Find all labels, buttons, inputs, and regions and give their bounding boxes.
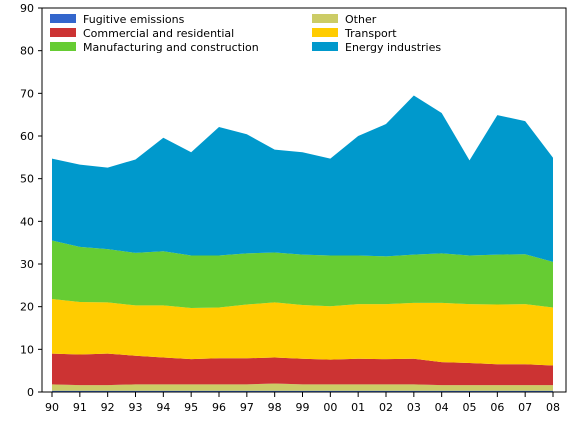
y-tick-label: 90 bbox=[20, 2, 34, 15]
legend-label-transport: Transport bbox=[344, 27, 397, 40]
area-transport bbox=[52, 298, 553, 366]
y-tick-label: 10 bbox=[20, 343, 34, 356]
legend-swatch-other bbox=[312, 14, 338, 23]
y-tick-label: 70 bbox=[20, 87, 34, 100]
x-tick-label: 93 bbox=[129, 401, 143, 414]
y-tick-label: 60 bbox=[20, 130, 34, 143]
legend-label-other: Other bbox=[345, 13, 377, 26]
legend-swatch-energy-industries bbox=[312, 42, 338, 51]
legend-swatch-commercial-and-residential bbox=[50, 28, 76, 37]
y-tick-label: 50 bbox=[20, 173, 34, 186]
area-other bbox=[52, 383, 553, 391]
x-tick-label: 05 bbox=[463, 401, 477, 414]
legend-label-manufacturing-and-construction: Manufacturing and construction bbox=[83, 41, 259, 54]
x-tick-label: 03 bbox=[407, 401, 421, 414]
x-tick-label: 01 bbox=[351, 401, 365, 414]
stacked-areas bbox=[52, 95, 553, 392]
legend-swatch-fugitive-emissions bbox=[50, 14, 76, 23]
area-energy-industries bbox=[52, 95, 553, 262]
legend-label-energy-industries: Energy industries bbox=[345, 41, 441, 54]
x-tick-label: 98 bbox=[268, 401, 282, 414]
x-tick-label: 04 bbox=[435, 401, 449, 414]
x-tick-label: 07 bbox=[518, 401, 532, 414]
x-tick-label: 97 bbox=[240, 401, 254, 414]
x-tick-label: 06 bbox=[490, 401, 504, 414]
x-tick-label: 92 bbox=[101, 401, 115, 414]
legend-swatch-transport bbox=[312, 28, 338, 37]
legend-label-fugitive-emissions: Fugitive emissions bbox=[83, 13, 185, 26]
x-tick-label: 99 bbox=[296, 401, 310, 414]
x-tick-label: 95 bbox=[184, 401, 198, 414]
legend-label-commercial-and-residential: Commercial and residential bbox=[83, 27, 234, 40]
y-tick-label: 40 bbox=[20, 215, 34, 228]
y-tick-label: 80 bbox=[20, 45, 34, 58]
area-commercial-and-residential bbox=[52, 353, 553, 386]
x-tick-label: 96 bbox=[212, 401, 226, 414]
x-tick-label: 91 bbox=[73, 401, 87, 414]
x-tick-label: 08 bbox=[546, 401, 560, 414]
y-tick-label: 0 bbox=[27, 386, 34, 399]
y-tick-label: 20 bbox=[20, 301, 34, 314]
legend: Fugitive emissions Other Commercial and re… bbox=[50, 13, 441, 54]
x-tick-label: 00 bbox=[323, 401, 337, 414]
x-tick-label: 02 bbox=[379, 401, 393, 414]
legend-swatch-manufacturing-and-construction bbox=[50, 42, 76, 51]
y-tick-label: 30 bbox=[20, 258, 34, 271]
area-manufacturing-and-construction bbox=[52, 240, 553, 308]
x-tick-label: 90 bbox=[45, 401, 59, 414]
plot-frame bbox=[41, 7, 567, 393]
x-tick-label: 94 bbox=[156, 401, 170, 414]
